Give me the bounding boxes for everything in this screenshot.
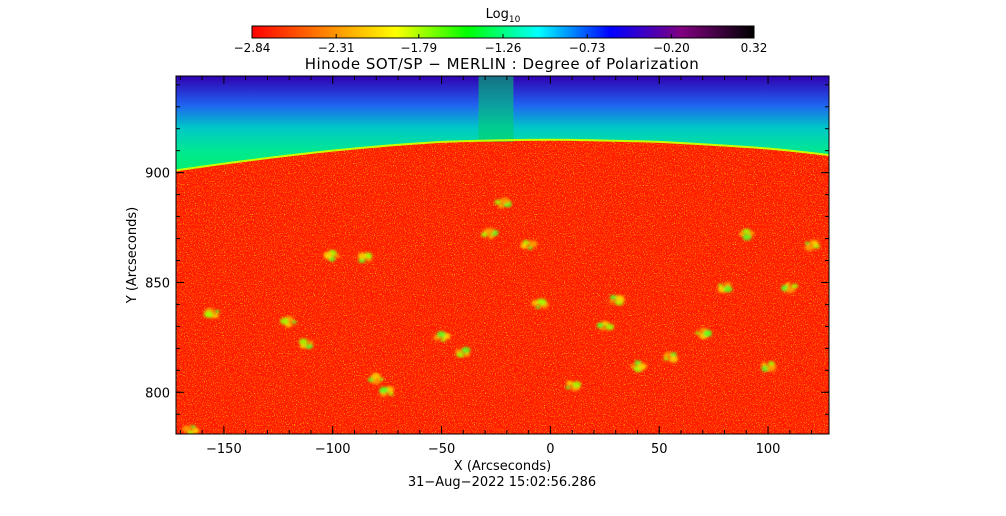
- y-tick-label: 900: [145, 167, 170, 182]
- y-axis-ticks: 800 850 900: [145, 84, 829, 415]
- colorbar-tick-label: −0.73: [569, 41, 606, 55]
- off-limb-strip: [478, 76, 514, 142]
- colorbar-tick-label: 0.32: [741, 41, 768, 55]
- y-tick-label: 800: [145, 386, 170, 401]
- disk-feature: [695, 327, 713, 340]
- disk-feature: [531, 298, 549, 309]
- x-tick-label: 100: [756, 442, 781, 457]
- colorbar-ticks: −2.84 −2.31 −1.79 −1.26 −0.73 −0.20 0.32: [234, 34, 768, 55]
- colorbar: Log10 −2.84 −2.31 −1.79 −1.26 −0.73 −0.20 0.32: [234, 7, 768, 55]
- disk-feature: [761, 361, 777, 372]
- disk-feature: [433, 331, 451, 342]
- colorbar-tick-label: −2.84: [234, 41, 271, 55]
- solar-limb: [176, 138, 829, 172]
- x-tick-label: −100: [315, 442, 351, 457]
- disk-feature: [298, 338, 314, 350]
- colorbar-label: Log10: [486, 7, 521, 25]
- disk-feature: [481, 227, 499, 239]
- disk-feature: [379, 386, 395, 397]
- disk-feature: [357, 252, 373, 263]
- disk-feature: [738, 228, 755, 241]
- disk-feature: [181, 425, 200, 434]
- chart-title: Hinode SOT/SP − MERLIN : Degree of Polar…: [305, 55, 700, 73]
- disk-feature: [596, 320, 615, 331]
- colorbar-tick-label: −1.26: [485, 41, 522, 55]
- y-axis-label: Y (Arcseconds): [125, 207, 140, 304]
- y-tick-label: 850: [145, 276, 170, 291]
- disk-feature: [629, 360, 647, 373]
- disk-feature: [494, 197, 512, 208]
- disk-feature: [804, 240, 820, 252]
- timestamp: 31−Aug−2022 15:02:56.286: [408, 475, 596, 490]
- colorbar-tick-label: −1.79: [400, 41, 437, 55]
- disk-feature: [609, 294, 625, 306]
- disk-feature: [279, 315, 297, 328]
- disk-feature: [780, 282, 799, 294]
- x-axis-ticks: −150 −100 −50 0 50 100: [179, 76, 813, 457]
- colorbar-tick-label: −2.31: [318, 41, 355, 55]
- disk-feature: [323, 249, 341, 262]
- disk-feature: [663, 351, 679, 363]
- disk-feature: [455, 346, 471, 358]
- disk-feature: [367, 372, 384, 385]
- colorbar-label-subscript: 10: [509, 15, 521, 25]
- colorbar-tick-label: −0.20: [653, 41, 690, 55]
- x-tick-label: −50: [428, 442, 455, 457]
- x-tick-label: −150: [206, 442, 242, 457]
- disk-feature: [717, 282, 733, 293]
- x-tick-label: 0: [546, 442, 554, 457]
- plot-frame: [175, 75, 830, 435]
- disk-feature: [520, 240, 538, 250]
- plot-area: [176, 76, 829, 434]
- disk-features: [181, 197, 820, 434]
- x-axis-label: X (Arcseconds): [454, 459, 551, 474]
- disk-feature: [565, 380, 582, 392]
- disk-feature: [203, 307, 220, 319]
- x-tick-label: 50: [651, 442, 668, 457]
